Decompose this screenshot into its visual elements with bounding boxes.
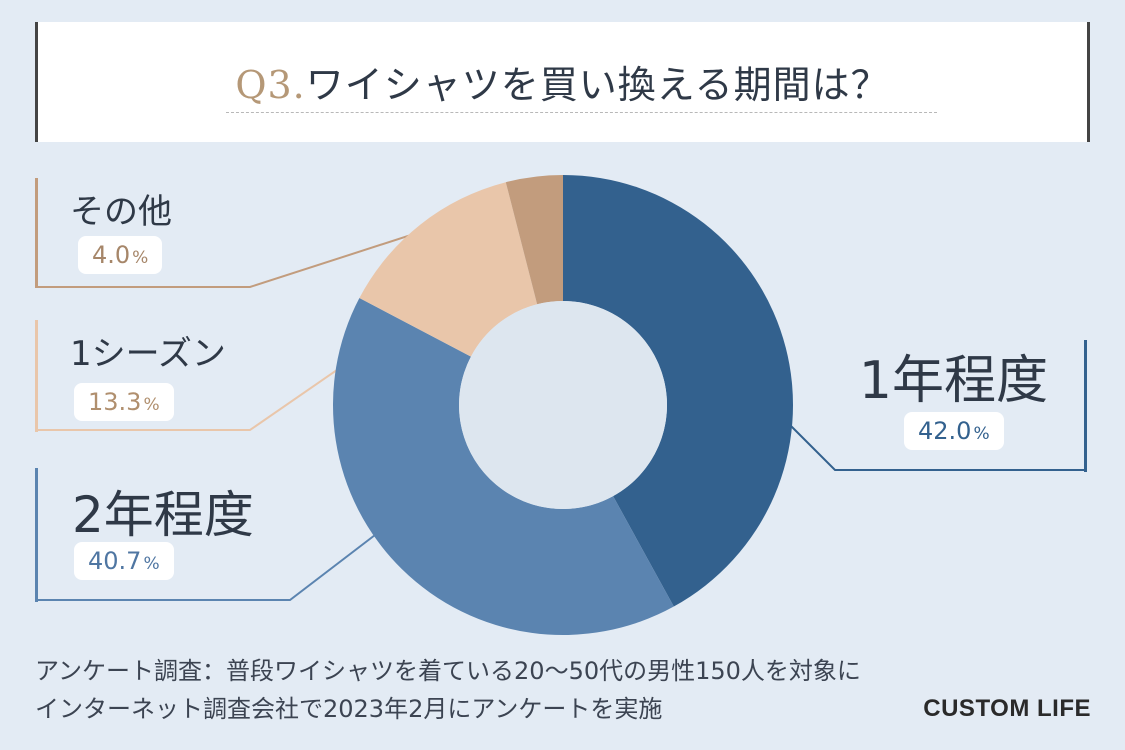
title-box: Q3.ワイシャツを買い換える期間は？ [35, 22, 1090, 142]
label-bar-1nen [1084, 340, 1087, 472]
label-other: その他 [70, 184, 172, 233]
pct-badge: 40.7% [74, 542, 174, 580]
label-bar-1season [35, 320, 38, 432]
footnote-line-2: インターネット調査会社で2023年2月にアンケートを実施 [35, 695, 663, 723]
pct-unit: % [973, 424, 990, 444]
chart-title: Q3.ワイシャツを買い換える期間は？ [38, 54, 1087, 109]
pct-1nen: 42.0% [904, 400, 1004, 450]
label-bar-2nen [35, 468, 38, 602]
pie-slice [505, 175, 563, 305]
label-name: 1年程度 [858, 351, 1048, 411]
pct-value: 4.0 [92, 241, 131, 269]
survey-footnote: アンケート調査：普段ワイシャツを着ている20～50代の男性150人を対象に イン… [35, 652, 861, 728]
title-divider [226, 112, 937, 113]
pct-value: 13.3 [88, 388, 142, 416]
label-name: その他 [70, 192, 172, 232]
pct-unit: % [143, 554, 160, 574]
label-1nen: 1年程度 [848, 338, 1048, 413]
pct-1season: 13.3% [74, 371, 174, 421]
leader-line [35, 534, 376, 601]
pie-slice [359, 182, 538, 357]
title-question-number: Q3. [235, 63, 306, 107]
pct-badge: 4.0% [78, 236, 163, 274]
pie-slice [563, 175, 793, 607]
donut-hole [459, 301, 667, 509]
pct-unit: % [143, 395, 160, 415]
brand-logo: CUSTOM LIFE [923, 695, 1091, 722]
pct-value: 40.7 [88, 547, 142, 575]
pct-badge: 42.0% [904, 412, 1004, 450]
pct-badge: 13.3% [74, 383, 174, 421]
label-bar-other [35, 178, 38, 288]
label-1season: 1シーズン [70, 326, 226, 375]
pct-value: 42.0 [918, 417, 972, 445]
leader-line [789, 424, 1084, 471]
label-2nen: 2年程度 [72, 475, 254, 547]
title-text: ワイシャツを買い換える期間は？ [305, 63, 890, 107]
pct-unit: % [132, 248, 149, 268]
label-name: 1シーズン [70, 334, 226, 374]
pie-slice [332, 298, 674, 635]
footnote-line-1: アンケート調査：普段ワイシャツを着ている20～50代の男性150人を対象に [35, 657, 861, 685]
pct-2nen: 40.7% [74, 530, 174, 580]
pct-other: 4.0% [78, 224, 163, 274]
label-name: 2年程度 [72, 486, 254, 544]
